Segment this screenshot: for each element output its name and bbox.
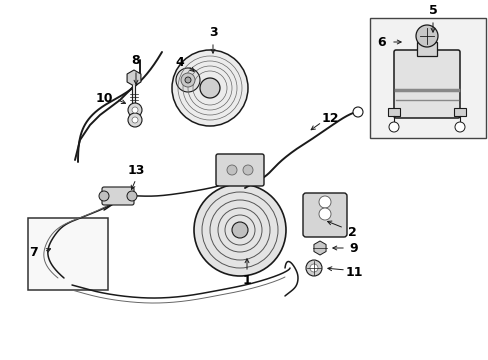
Text: 10: 10	[95, 93, 113, 105]
Bar	[453, 108, 465, 116]
FancyBboxPatch shape	[102, 187, 134, 205]
Circle shape	[200, 78, 220, 98]
Bar	[387, 108, 399, 116]
Text: 9: 9	[349, 242, 358, 255]
FancyBboxPatch shape	[216, 154, 264, 186]
Text: 7: 7	[30, 246, 38, 258]
Circle shape	[318, 196, 330, 208]
Bar	[369, 18, 485, 138]
Circle shape	[128, 113, 142, 127]
Text: 5: 5	[428, 4, 436, 17]
Circle shape	[132, 107, 138, 113]
Circle shape	[226, 165, 237, 175]
Circle shape	[181, 73, 195, 87]
Circle shape	[128, 103, 142, 117]
Circle shape	[352, 107, 362, 117]
Circle shape	[388, 122, 398, 132]
Circle shape	[176, 68, 200, 92]
Text: 2: 2	[347, 225, 356, 238]
Circle shape	[172, 50, 247, 126]
FancyBboxPatch shape	[303, 193, 346, 237]
Circle shape	[231, 222, 247, 238]
Text: 6: 6	[377, 36, 386, 49]
Text: 8: 8	[131, 54, 140, 67]
Polygon shape	[127, 70, 141, 86]
Circle shape	[305, 260, 321, 276]
Bar	[416, 42, 436, 56]
Text: 12: 12	[321, 112, 338, 125]
Circle shape	[127, 191, 137, 201]
Circle shape	[243, 165, 252, 175]
Text: 11: 11	[345, 266, 362, 279]
Text: 13: 13	[127, 163, 144, 176]
Circle shape	[184, 77, 191, 83]
Circle shape	[194, 184, 285, 276]
FancyBboxPatch shape	[393, 50, 459, 118]
Text: 4: 4	[175, 55, 184, 68]
Circle shape	[132, 117, 138, 123]
Circle shape	[318, 208, 330, 220]
Polygon shape	[313, 241, 325, 255]
Text: 3: 3	[208, 26, 217, 39]
Circle shape	[454, 122, 464, 132]
Circle shape	[415, 25, 437, 47]
Circle shape	[309, 264, 317, 272]
Text: 1: 1	[242, 274, 251, 287]
Bar	[28, 218, 108, 290]
Circle shape	[99, 191, 109, 201]
